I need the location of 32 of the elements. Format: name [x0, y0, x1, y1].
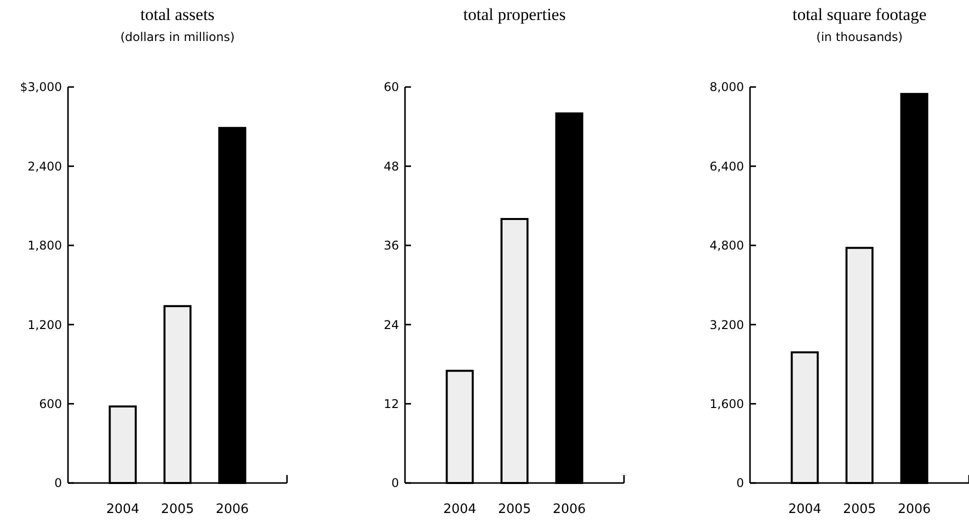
x-tick-label: 2006	[552, 502, 586, 517]
y-tick-label: 48	[384, 159, 399, 174]
x-tick-label: 2005	[160, 502, 194, 517]
y-tick-label: 1,600	[710, 397, 744, 411]
x-tick-label: 2006	[898, 502, 931, 517]
y-tick-label: 1,800	[28, 238, 62, 253]
x-tick-label: 2005	[498, 502, 532, 517]
x-tick-label: 2006	[216, 502, 249, 517]
chart-subtitle: (dollars in millions)	[120, 30, 235, 44]
chart-title: total assets	[140, 5, 215, 24]
y-tick-label: 60	[384, 80, 399, 94]
y-tick-label: $3,000	[20, 80, 62, 94]
y-tick-label: 4,800	[710, 238, 744, 253]
x-tick-label: 2004	[106, 502, 140, 517]
chart-title: total properties	[463, 5, 566, 24]
x-tick-label: 2005	[842, 502, 876, 517]
y-tick-label: 0	[54, 476, 62, 490]
y-tick-label: 0	[391, 476, 399, 490]
y-tick-label: 2,400	[28, 159, 62, 174]
y-tick-label: 1,200	[28, 318, 62, 332]
x-tick-label: 2004	[788, 502, 822, 517]
chart-subtitle: (in thousands)	[816, 30, 903, 44]
y-tick-label: 600	[39, 397, 62, 411]
y-tick-label: 24	[384, 318, 399, 332]
y-tick-label: 6,400	[710, 159, 744, 174]
y-tick-label: 36	[384, 238, 399, 253]
y-tick-label: 12	[384, 397, 399, 411]
y-tick-label: 8,000	[710, 80, 744, 94]
y-tick-label: 3,200	[710, 318, 744, 332]
x-tick-label: 2004	[443, 502, 476, 517]
chart-title: total square footage	[792, 5, 927, 24]
y-tick-label: 0	[736, 476, 744, 490]
